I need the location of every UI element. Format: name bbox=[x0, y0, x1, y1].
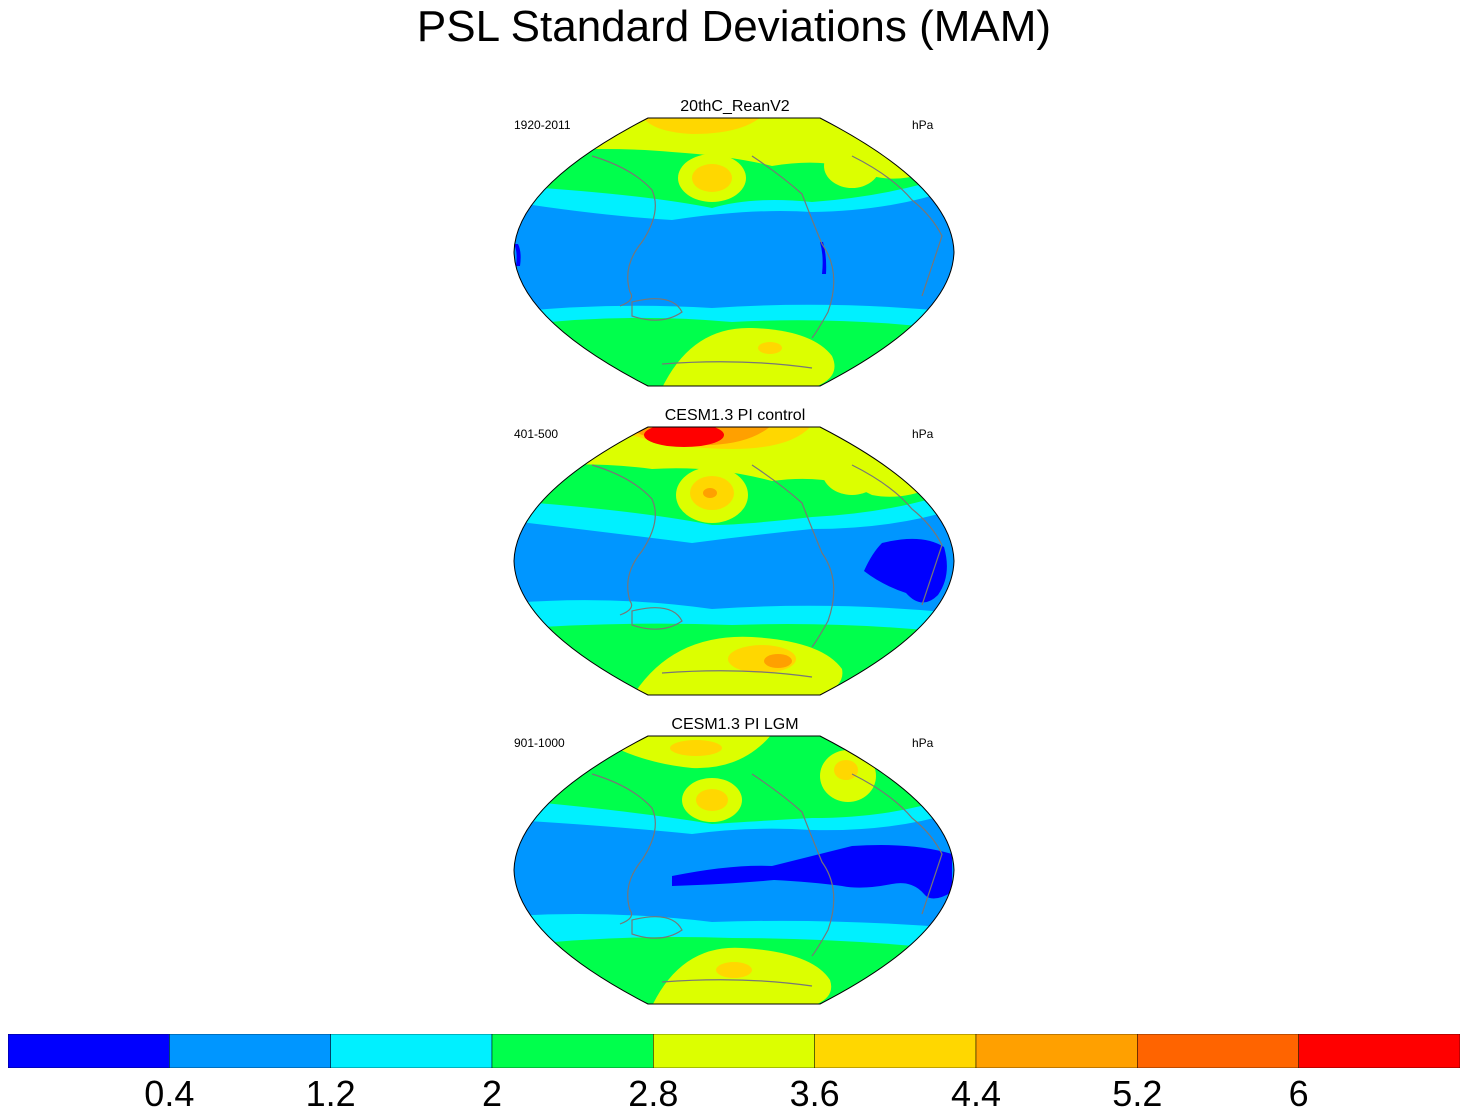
colorbar-box bbox=[653, 1034, 815, 1068]
panel-title: 20thC_ReanV2 bbox=[680, 98, 790, 115]
colorbar-tick-label: 4.4 bbox=[950, 1073, 1002, 1114]
panel-period: 901-1000 bbox=[514, 736, 565, 750]
colorbar-box bbox=[1137, 1034, 1299, 1068]
map-panel-2: CESM1.3 PI control 401-500 hPa bbox=[500, 407, 970, 703]
panel-period: 401-500 bbox=[514, 427, 559, 441]
map-field bbox=[513, 735, 955, 1005]
colorbar-tick-label: 5.2 bbox=[1112, 1073, 1163, 1114]
colorbar-tick-label: 6 bbox=[1288, 1073, 1309, 1114]
panel-units: hPa bbox=[912, 118, 934, 132]
colorbar-tick-label: 3.6 bbox=[789, 1073, 840, 1114]
map-field bbox=[513, 426, 955, 696]
panel-title: CESM1.3 PI LGM bbox=[671, 716, 799, 733]
colorbar-box bbox=[491, 1034, 654, 1068]
map-panel-3: CESM1.3 PI LGM 901-1000 hPa bbox=[500, 716, 970, 1012]
colorbar-tick-label: 1.2 bbox=[305, 1073, 356, 1114]
main-title: PSL Standard Deviations (MAM) bbox=[416, 2, 1052, 51]
colorbar-box bbox=[169, 1034, 331, 1068]
map-field bbox=[513, 117, 955, 387]
colorbar-box bbox=[1298, 1034, 1460, 1068]
colorbar-tick-label: 2 bbox=[481, 1073, 503, 1114]
map-panel-1: 20thC_ReanV2 1920-2011 hPa bbox=[500, 98, 970, 394]
colorbar-box bbox=[975, 1034, 1138, 1068]
panel-period: 1920-2011 bbox=[514, 118, 571, 132]
colorbar-tick-label: 0.4 bbox=[144, 1073, 195, 1114]
panel-units: hPa bbox=[912, 427, 934, 441]
colorbar-box bbox=[330, 1034, 493, 1068]
panel-title: CESM1.3 PI control bbox=[664, 407, 806, 424]
panel-units: hPa bbox=[912, 736, 934, 750]
colorbar-box bbox=[814, 1034, 977, 1068]
colorbar-box bbox=[8, 1034, 170, 1068]
colorbar bbox=[8, 1034, 1460, 1068]
colorbar-tick-label: 2.8 bbox=[628, 1073, 679, 1114]
